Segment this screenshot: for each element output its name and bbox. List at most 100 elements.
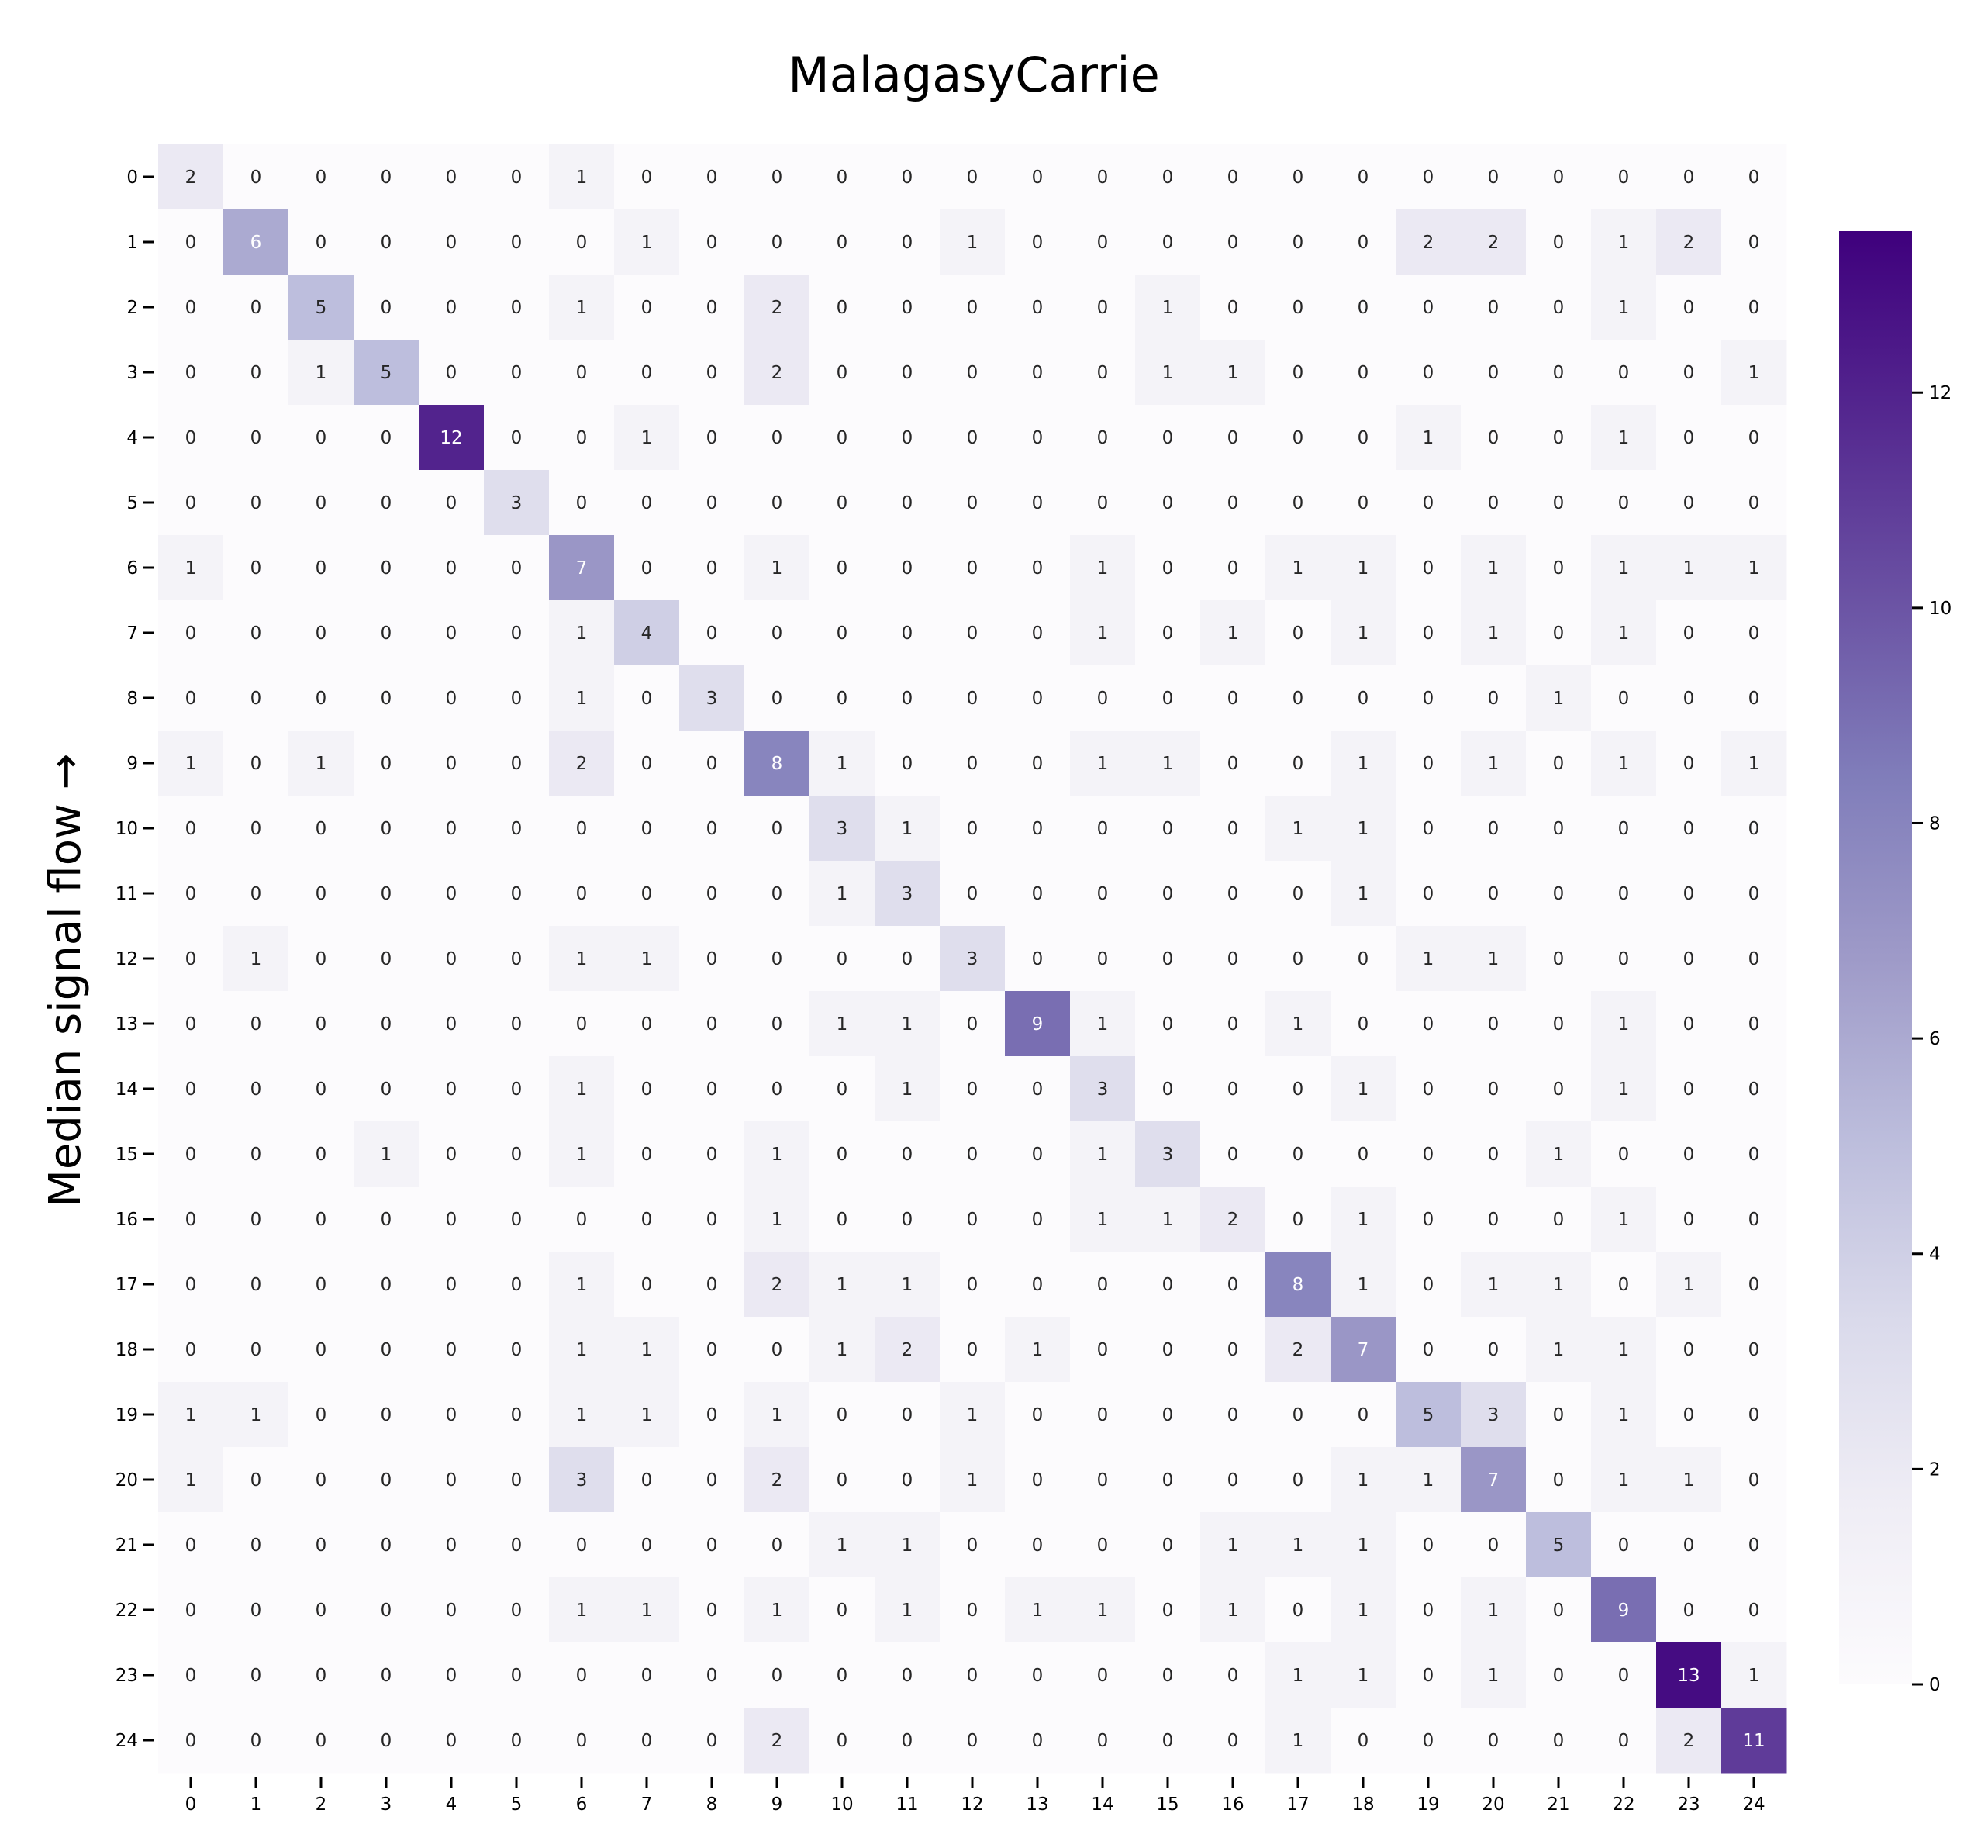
cell-value-label: 0 bbox=[185, 1275, 197, 1295]
cell-value-label: 0 bbox=[1293, 689, 1304, 709]
heatmap-cell bbox=[1200, 1121, 1266, 1187]
heatmap-cell bbox=[484, 1642, 550, 1708]
cell-value-label: 0 bbox=[641, 1145, 653, 1165]
heatmap-cell bbox=[288, 1577, 354, 1643]
cell-value-label: 1 bbox=[1618, 1405, 1630, 1425]
cell-value-label: 1 bbox=[1553, 1275, 1565, 1295]
heatmap-cell bbox=[1135, 861, 1201, 927]
heatmap-cell bbox=[940, 665, 1006, 731]
heatmap-cell bbox=[875, 796, 941, 862]
cell-value-label: 0 bbox=[446, 1601, 457, 1621]
heatmap-cell bbox=[1265, 926, 1331, 992]
heatmap-cell bbox=[1135, 470, 1201, 536]
cell-value-label: 0 bbox=[1097, 884, 1109, 904]
heatmap-cell bbox=[484, 1512, 550, 1578]
cell-value-label: 8 bbox=[1293, 1275, 1304, 1295]
cell-value-label: 1 bbox=[1618, 233, 1630, 253]
heatmap-cell bbox=[809, 991, 875, 1057]
cell-value-label: 0 bbox=[381, 1535, 392, 1556]
cell-value-label: 0 bbox=[641, 1666, 653, 1686]
cell-value-label: 1 bbox=[1227, 363, 1239, 383]
cell-value-label: 0 bbox=[967, 363, 978, 383]
heatmap-cell bbox=[940, 1121, 1006, 1187]
cell-value-label: 0 bbox=[837, 1079, 848, 1100]
heatmap-cell bbox=[1656, 1382, 1722, 1448]
heatmap-cell bbox=[1005, 1317, 1071, 1383]
heatmap-cell bbox=[614, 1577, 680, 1643]
cell-value-label: 1 bbox=[1358, 1601, 1369, 1621]
heatmap-cell bbox=[940, 1252, 1006, 1318]
heatmap-cell bbox=[1070, 1121, 1136, 1187]
heatmap-cell bbox=[158, 1317, 224, 1383]
cell-value-label: 0 bbox=[1553, 1079, 1565, 1100]
cell-value-label: 3 bbox=[1097, 1079, 1109, 1100]
cell-value-label: 0 bbox=[902, 558, 913, 579]
heatmap-cell bbox=[875, 1056, 941, 1122]
cell-value-label: 0 bbox=[1162, 1275, 1174, 1295]
cell-value-label: 1 bbox=[967, 1470, 978, 1490]
heatmap-cell bbox=[1461, 209, 1527, 275]
heatmap-cell bbox=[158, 1708, 224, 1774]
heatmap-cell bbox=[354, 209, 419, 275]
heatmap-cell bbox=[614, 1382, 680, 1448]
cell-value-label: 0 bbox=[706, 1079, 718, 1100]
heatmap-cell bbox=[1396, 796, 1462, 862]
cell-value-label: 0 bbox=[1032, 1731, 1044, 1751]
cell-value-label: 0 bbox=[641, 1731, 653, 1751]
cell-value-label: 9 bbox=[1618, 1601, 1630, 1621]
cell-value-label: 1 bbox=[641, 1601, 653, 1621]
cell-value-label: 0 bbox=[1553, 1601, 1565, 1621]
heatmap-cell bbox=[158, 209, 224, 275]
x-tick-label: 11 bbox=[896, 1794, 918, 1815]
heatmap-cell bbox=[679, 209, 745, 275]
cell-value-label: 0 bbox=[1293, 884, 1304, 904]
cell-value-label: 0 bbox=[1358, 428, 1369, 448]
cell-value-label: 0 bbox=[185, 1601, 197, 1621]
cell-value-label: 0 bbox=[250, 754, 262, 774]
heatmap-cell bbox=[1526, 1708, 1592, 1774]
heatmap-cell bbox=[1396, 991, 1462, 1057]
heatmap-cell bbox=[549, 535, 615, 601]
heatmap-cell bbox=[1135, 340, 1201, 406]
heatmap-cell bbox=[223, 861, 289, 927]
heatmap-cell bbox=[549, 1447, 615, 1513]
cell-value-label: 0 bbox=[1683, 428, 1695, 448]
cell-value-label: 0 bbox=[837, 1210, 848, 1230]
heatmap-cell bbox=[1591, 600, 1657, 666]
cell-value-label: 0 bbox=[446, 298, 457, 318]
cell-value-label: 0 bbox=[1618, 1731, 1630, 1751]
heatmap-cell bbox=[1005, 1187, 1071, 1252]
heatmap-cell bbox=[1331, 1382, 1396, 1448]
y-tick-label: 9 bbox=[126, 754, 138, 774]
cell-value-label: 0 bbox=[1162, 1470, 1174, 1490]
cell-value-label: 0 bbox=[837, 363, 848, 383]
cell-value-label: 0 bbox=[381, 1666, 392, 1686]
y-tick-label: 16 bbox=[116, 1210, 138, 1230]
cell-value-label: 0 bbox=[576, 819, 588, 839]
heatmap-cell bbox=[158, 535, 224, 601]
cell-value-label: 3 bbox=[837, 819, 848, 839]
cell-value-label: 0 bbox=[1618, 819, 1630, 839]
cell-value-label: 0 bbox=[1553, 1014, 1565, 1035]
heatmap-cell bbox=[419, 275, 485, 340]
heatmap-cell bbox=[484, 1577, 550, 1643]
heatmap-cell bbox=[1265, 796, 1331, 862]
heatmap-cell bbox=[354, 665, 419, 731]
cell-value-label: 0 bbox=[185, 1535, 197, 1556]
heatmap-cell bbox=[614, 1252, 680, 1318]
heatmap-cell bbox=[484, 600, 550, 666]
cell-value-label: 1 bbox=[641, 233, 653, 253]
cell-value-label: 0 bbox=[1553, 493, 1565, 513]
heatmap-cell bbox=[288, 1252, 354, 1318]
heatmap-cell bbox=[940, 1056, 1006, 1122]
heatmap-cell bbox=[1526, 665, 1592, 731]
cell-value-label: 0 bbox=[381, 428, 392, 448]
cell-value-label: 0 bbox=[1358, 1014, 1369, 1035]
heatmap-cell bbox=[354, 1708, 419, 1774]
cell-value-label: 0 bbox=[967, 1145, 978, 1165]
heatmap-cell bbox=[158, 1512, 224, 1578]
cell-value-label: 0 bbox=[1423, 623, 1434, 644]
cell-value-label: 0 bbox=[381, 819, 392, 839]
cell-value-label: 1 bbox=[1553, 1145, 1565, 1165]
cell-value-label: 0 bbox=[1293, 949, 1304, 969]
